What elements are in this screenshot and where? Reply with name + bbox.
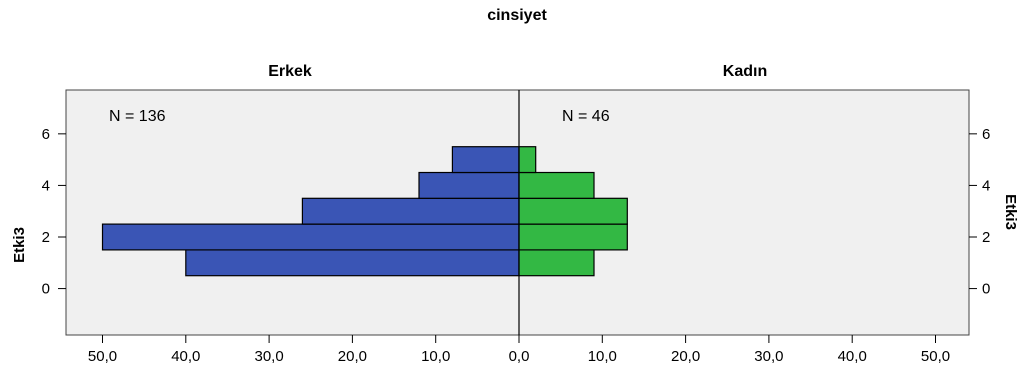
n-label-left: N = 136 [109, 108, 166, 125]
x-tick-label: 40,0 [171, 348, 200, 365]
bars-left-group [101, 146, 520, 277]
x-tick-label: 30,0 [754, 348, 783, 365]
y-tick-label-left: 2 [42, 229, 50, 246]
bar-right-y5 [518, 146, 537, 174]
x-axis: 50,0 40,0 30,0 20,0 10,0 0,0 10,0 20,0 30,0 40,0 5… [88, 335, 950, 365]
x-tick-label: 50,0 [88, 348, 117, 365]
x-tick-label: 50,0 [921, 348, 950, 365]
bar-right-y3 [518, 197, 628, 225]
x-tick-label: 10,0 [421, 348, 450, 365]
y-tick-label-left: 0 [42, 281, 50, 298]
y-tick-label-right: 6 [982, 126, 990, 143]
bar-left-y2 [101, 223, 520, 251]
bar-right-y2 [518, 223, 628, 251]
panel-label-left: Erkek [268, 63, 312, 80]
y-axis-left: 0 2 4 6 [42, 126, 66, 298]
y-tick-label-left: 4 [42, 177, 50, 194]
y-tick-label-left: 6 [42, 126, 50, 143]
bar-left-y5 [451, 146, 520, 174]
y-axis-label-right: Etki3 [1002, 194, 1019, 230]
bar-left-y4 [418, 171, 520, 199]
panel-label-right: Kadın [723, 63, 767, 80]
y-tick-label-right: 0 [982, 281, 990, 298]
bar-left-y3 [301, 197, 520, 225]
bar-left-y1 [185, 249, 520, 277]
x-tick-label: 30,0 [254, 348, 283, 365]
x-tick-label: 0,0 [509, 348, 530, 365]
y-tick-label-right: 4 [982, 177, 990, 194]
x-tick-label: 40,0 [838, 348, 867, 365]
x-tick-label: 20,0 [671, 348, 700, 365]
x-tick-label: 20,0 [338, 348, 367, 365]
n-label-right: N = 46 [562, 108, 610, 125]
y-tick-label-right: 2 [982, 229, 990, 246]
x-tick-label: 10,0 [588, 348, 617, 365]
chart-title: cinsiyet [487, 7, 547, 24]
bar-right-y4 [518, 171, 595, 199]
y-axis-right: 0 2 4 6 [969, 126, 990, 298]
bar-right-y1 [518, 249, 595, 277]
y-axis-label-left: Etki3 [11, 227, 28, 263]
